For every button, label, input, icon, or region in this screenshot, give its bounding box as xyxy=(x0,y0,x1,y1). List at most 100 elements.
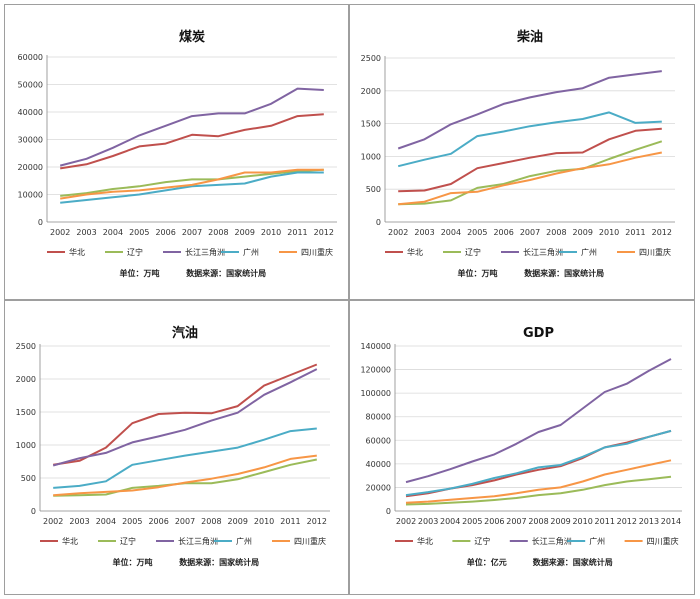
legend-label: 辽宁 xyxy=(474,536,490,546)
x-tick-label: 2004 xyxy=(440,517,460,526)
x-tick-label: 2003 xyxy=(418,517,438,526)
chart-panel-gasoline: 汽油 0 500 1000 1500 2000 2500 2002 2003 2004 2005 20… xyxy=(4,300,349,595)
y-tick-label: 1000 xyxy=(16,441,36,450)
chart-panel-diesel: 柴油 0 500 1000 1500 2000 2500 2002 2003 2004 2005 20… xyxy=(349,4,695,300)
chart-svg: GDP 0 20000 40000 60000 80000 100000 120000 1400… xyxy=(360,326,682,567)
x-tick-label: 2010 xyxy=(261,228,281,237)
y-tick-label: 50000 xyxy=(18,81,43,90)
x-tick-label: 2006 xyxy=(155,228,175,237)
y-tick-label: 120000 xyxy=(360,366,391,375)
x-tick-label: 2012 xyxy=(307,517,327,526)
x-tick-label: 2014 xyxy=(661,517,681,526)
series-line xyxy=(405,358,672,484)
series-line xyxy=(52,368,318,467)
legend-label: 广州 xyxy=(243,247,259,257)
y-tick-label: 40000 xyxy=(18,108,43,117)
chart-title: 煤炭 xyxy=(179,29,205,45)
series-line xyxy=(60,171,324,204)
x-tick-label: 2004 xyxy=(441,228,461,237)
chart-title: GDP xyxy=(523,326,554,341)
x-tick-label: 2013 xyxy=(639,517,659,526)
x-tick-label: 2008 xyxy=(528,517,548,526)
x-tick-label: 2003 xyxy=(414,228,434,237)
x-tick-label: 2010 xyxy=(572,517,592,526)
legend-label: 广州 xyxy=(236,536,252,546)
x-tick-label: 2011 xyxy=(280,517,300,526)
y-tick-label: 0 xyxy=(386,507,391,516)
x-tick-label: 2009 xyxy=(550,517,570,526)
chart-title: 柴油 xyxy=(516,29,543,45)
x-tick-label: 2006 xyxy=(148,517,168,526)
legend-label: 长江三角洲 xyxy=(523,247,563,257)
y-tick-label: 100000 xyxy=(360,389,391,398)
x-tick-label: 2009 xyxy=(573,228,593,237)
legend-label: 华北 xyxy=(69,247,85,257)
series-line xyxy=(60,113,324,170)
x-tick-label: 2006 xyxy=(484,517,504,526)
legend-label: 四川重庆 xyxy=(639,247,671,257)
series-line xyxy=(398,140,663,206)
legend-label: 辽宁 xyxy=(120,536,136,546)
x-tick-label: 2007 xyxy=(182,228,202,237)
unit-note: 单位：万吨 xyxy=(120,268,160,278)
x-tick-label: 2012 xyxy=(617,517,637,526)
y-tick-label: 0 xyxy=(376,218,381,227)
legend-label: 辽宁 xyxy=(127,247,143,257)
series-line xyxy=(53,363,318,466)
legend-label: 四川重庆 xyxy=(294,536,326,546)
series-line xyxy=(405,429,672,497)
x-tick-label: 2010 xyxy=(599,228,619,237)
chart-panel-gdp: GDP 0 20000 40000 60000 80000 100000 120000 1400… xyxy=(349,300,695,595)
y-tick-label: 1000 xyxy=(361,152,381,161)
x-tick-label: 2005 xyxy=(122,517,142,526)
y-tick-label: 1500 xyxy=(16,408,36,417)
x-tick-label: 2010 xyxy=(254,517,274,526)
legend-label: 华北 xyxy=(417,536,433,546)
y-tick-label: 20000 xyxy=(18,163,43,172)
chart-svg: 柴油 0 500 1000 1500 2000 2500 2002 2003 2004 2005 20… xyxy=(361,29,675,278)
source-note: 数据来源：国家统计局 xyxy=(524,268,604,278)
series-line xyxy=(53,427,317,489)
y-tick-label: 40000 xyxy=(366,460,391,469)
x-tick-label: 2005 xyxy=(467,228,487,237)
series-line xyxy=(398,127,662,193)
y-tick-label: 30000 xyxy=(18,136,43,145)
chart-panel-coal: 煤炭 0 10000 20000 30000 40000 50000 60000 2002 200… xyxy=(4,4,349,300)
x-tick-label: 2008 xyxy=(546,228,566,237)
series-line xyxy=(397,111,662,168)
chart-title: 汽油 xyxy=(172,325,198,341)
x-tick-label: 2005 xyxy=(462,517,482,526)
unit-note: 单位：亿元 xyxy=(467,557,507,567)
legend-label: 长江三角洲 xyxy=(185,247,225,257)
chart-svg: 煤炭 0 10000 20000 30000 40000 50000 60000 2002 200… xyxy=(18,29,337,278)
series-line xyxy=(59,87,324,167)
legend-label: 广州 xyxy=(581,247,597,257)
series-line xyxy=(405,459,672,504)
y-tick-label: 500 xyxy=(21,474,36,483)
x-tick-label: 2003 xyxy=(76,228,96,237)
y-tick-label: 500 xyxy=(366,185,381,194)
y-tick-label: 60000 xyxy=(366,436,391,445)
y-tick-label: 2000 xyxy=(361,87,381,96)
y-tick-label: 2500 xyxy=(361,54,381,63)
x-tick-label: 2008 xyxy=(201,517,221,526)
x-tick-label: 2012 xyxy=(652,228,672,237)
x-tick-label: 2011 xyxy=(625,228,645,237)
y-tick-label: 60000 xyxy=(18,53,43,62)
series-line xyxy=(60,168,324,197)
y-tick-label: 80000 xyxy=(366,413,391,422)
x-tick-label: 2002 xyxy=(396,517,416,526)
x-tick-label: 2004 xyxy=(96,517,116,526)
y-tick-label: 2000 xyxy=(16,375,36,384)
x-tick-label: 2004 xyxy=(103,228,123,237)
y-tick-label: 1500 xyxy=(361,120,381,129)
y-tick-label: 2500 xyxy=(16,342,36,351)
x-tick-label: 2009 xyxy=(228,517,248,526)
series-line xyxy=(60,168,324,200)
legend-label: 华北 xyxy=(62,536,78,546)
x-tick-label: 2002 xyxy=(388,228,408,237)
legend-label: 长江三角洲 xyxy=(178,536,218,546)
x-tick-label: 2005 xyxy=(129,228,149,237)
y-tick-label: 10000 xyxy=(18,191,43,200)
chart-svg: 汽油 0 500 1000 1500 2000 2500 2002 2003 2004 2005 20… xyxy=(16,325,330,567)
